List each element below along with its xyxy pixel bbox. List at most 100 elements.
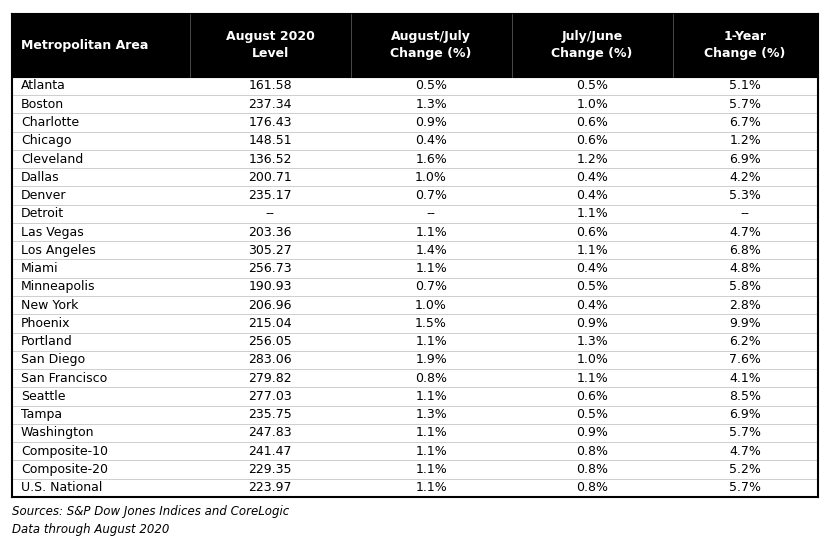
Text: U.S. National: U.S. National xyxy=(21,481,102,494)
Text: 1.6%: 1.6% xyxy=(415,153,447,166)
Text: 223.97: 223.97 xyxy=(248,481,292,494)
Text: 0.4%: 0.4% xyxy=(576,299,608,312)
Text: 0.8%: 0.8% xyxy=(576,463,608,476)
Text: 5.3%: 5.3% xyxy=(729,189,761,202)
Text: San Diego: San Diego xyxy=(21,354,85,366)
Text: 6.9%: 6.9% xyxy=(730,153,761,166)
Text: 235.75: 235.75 xyxy=(248,408,292,421)
Text: 0.6%: 0.6% xyxy=(576,226,608,239)
Text: Minneapolis: Minneapolis xyxy=(21,281,95,293)
Text: 136.52: 136.52 xyxy=(248,153,292,166)
Text: Las Vegas: Las Vegas xyxy=(21,226,84,239)
Text: 0.8%: 0.8% xyxy=(576,445,608,458)
Text: 161.58: 161.58 xyxy=(248,80,292,92)
Text: 279.82: 279.82 xyxy=(248,372,292,385)
Text: 5.7%: 5.7% xyxy=(729,481,761,494)
Text: 1.1%: 1.1% xyxy=(415,463,447,476)
Text: Chicago: Chicago xyxy=(21,135,71,147)
Text: 1.1%: 1.1% xyxy=(576,244,608,257)
Text: 1.1%: 1.1% xyxy=(415,481,447,494)
Text: 0.4%: 0.4% xyxy=(576,262,608,275)
Text: 4.7%: 4.7% xyxy=(729,445,761,458)
Text: 1.1%: 1.1% xyxy=(415,445,447,458)
Text: 9.9%: 9.9% xyxy=(730,317,761,330)
Text: 2.8%: 2.8% xyxy=(729,299,761,312)
Text: Tampa: Tampa xyxy=(21,408,62,421)
Text: --: -- xyxy=(740,208,749,220)
Text: New York: New York xyxy=(21,299,78,312)
Text: 247.83: 247.83 xyxy=(248,427,292,439)
Text: 148.51: 148.51 xyxy=(248,135,292,147)
Text: 1.1%: 1.1% xyxy=(415,390,447,403)
Text: 0.6%: 0.6% xyxy=(576,116,608,129)
Text: 0.8%: 0.8% xyxy=(415,372,447,385)
Text: 0.7%: 0.7% xyxy=(415,189,447,202)
Text: Composite-10: Composite-10 xyxy=(21,445,108,458)
Text: 241.47: 241.47 xyxy=(248,445,292,458)
Text: 237.34: 237.34 xyxy=(248,98,292,111)
Text: 1.1%: 1.1% xyxy=(415,335,447,348)
Text: 256.05: 256.05 xyxy=(248,335,292,348)
Text: 0.6%: 0.6% xyxy=(576,135,608,147)
Text: 8.5%: 8.5% xyxy=(729,390,761,403)
Text: 4.7%: 4.7% xyxy=(729,226,761,239)
Text: 6.9%: 6.9% xyxy=(730,408,761,421)
Text: 1-Year
Change (%): 1-Year Change (%) xyxy=(705,30,786,60)
Text: 6.8%: 6.8% xyxy=(729,244,761,257)
Text: 5.1%: 5.1% xyxy=(729,80,761,92)
Text: 0.4%: 0.4% xyxy=(415,135,447,147)
Text: 176.43: 176.43 xyxy=(248,116,292,129)
Text: 1.1%: 1.1% xyxy=(576,208,608,220)
Text: August 2020
Level: August 2020 Level xyxy=(226,30,315,60)
Text: 1.9%: 1.9% xyxy=(415,354,447,366)
Text: Sources: S&P Dow Jones Indices and CoreLogic
Data through August 2020: Sources: S&P Dow Jones Indices and CoreL… xyxy=(12,505,290,536)
Text: 4.2%: 4.2% xyxy=(730,171,761,184)
Text: Dallas: Dallas xyxy=(21,171,60,184)
Text: 190.93: 190.93 xyxy=(248,281,292,293)
Text: 206.96: 206.96 xyxy=(248,299,292,312)
Text: 0.4%: 0.4% xyxy=(576,171,608,184)
Text: 0.8%: 0.8% xyxy=(576,481,608,494)
Text: 1.4%: 1.4% xyxy=(415,244,447,257)
Text: --: -- xyxy=(427,208,436,220)
Text: Cleveland: Cleveland xyxy=(21,153,83,166)
Text: 1.1%: 1.1% xyxy=(415,226,447,239)
Text: 0.5%: 0.5% xyxy=(415,80,447,92)
Text: 1.2%: 1.2% xyxy=(576,153,608,166)
Text: 1.1%: 1.1% xyxy=(576,372,608,385)
Text: 0.9%: 0.9% xyxy=(576,317,608,330)
Text: 305.27: 305.27 xyxy=(248,244,292,257)
Text: 1.3%: 1.3% xyxy=(415,98,447,111)
Text: 5.2%: 5.2% xyxy=(729,463,761,476)
Text: 1.3%: 1.3% xyxy=(415,408,447,421)
Text: 0.4%: 0.4% xyxy=(576,189,608,202)
Text: Phoenix: Phoenix xyxy=(21,317,71,330)
Text: 7.6%: 7.6% xyxy=(729,354,761,366)
Text: 0.5%: 0.5% xyxy=(576,281,608,293)
Text: 283.06: 283.06 xyxy=(248,354,292,366)
Text: 1.1%: 1.1% xyxy=(415,262,447,275)
Text: 0.7%: 0.7% xyxy=(415,281,447,293)
Text: 1.5%: 1.5% xyxy=(415,317,447,330)
Text: 1.0%: 1.0% xyxy=(576,354,608,366)
Text: Miami: Miami xyxy=(21,262,58,275)
Text: 0.9%: 0.9% xyxy=(415,116,447,129)
Text: 4.8%: 4.8% xyxy=(729,262,761,275)
Text: Denver: Denver xyxy=(21,189,66,202)
Text: 0.5%: 0.5% xyxy=(576,80,608,92)
Text: 200.71: 200.71 xyxy=(248,171,292,184)
Text: 4.1%: 4.1% xyxy=(730,372,761,385)
Text: Charlotte: Charlotte xyxy=(21,116,79,129)
Text: 0.9%: 0.9% xyxy=(576,427,608,439)
Text: Detroit: Detroit xyxy=(21,208,64,220)
Bar xyxy=(12,14,818,77)
Text: Los Angeles: Los Angeles xyxy=(21,244,95,257)
Text: 5.7%: 5.7% xyxy=(729,427,761,439)
Text: 235.17: 235.17 xyxy=(248,189,292,202)
Text: 203.36: 203.36 xyxy=(248,226,292,239)
Text: July/June
Change (%): July/June Change (%) xyxy=(551,30,632,60)
Text: 229.35: 229.35 xyxy=(248,463,292,476)
Text: Portland: Portland xyxy=(21,335,72,348)
Text: Metropolitan Area: Metropolitan Area xyxy=(21,39,148,52)
Text: Composite-20: Composite-20 xyxy=(21,463,108,476)
